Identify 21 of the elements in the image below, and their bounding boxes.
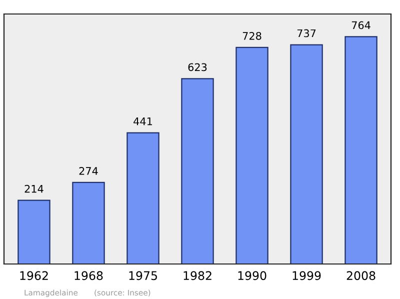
x-tick-label: 1962 [20,271,48,280]
bar [126,132,160,264]
data-label: 441 [134,117,152,126]
data-label: 274 [79,167,98,175]
x-tick-label: 2008 [346,271,376,280]
x-tick-label: 1975 [129,271,157,280]
x-tick-label: 1982 [184,271,212,280]
bar [344,36,378,264]
x-tick-label: 1990 [238,271,266,280]
data-label: 623 [188,63,207,72]
x-tick-label: 1999 [292,271,321,280]
data-label: 737 [297,29,316,38]
data-label: 764 [352,21,370,30]
bar [18,200,50,264]
bar [181,78,214,264]
data-label: 728 [242,32,262,40]
bar [236,46,268,264]
data-label: 214 [24,184,44,193]
x-tick-label: 1968 [74,271,103,280]
bar [72,182,105,264]
bar [290,44,323,264]
